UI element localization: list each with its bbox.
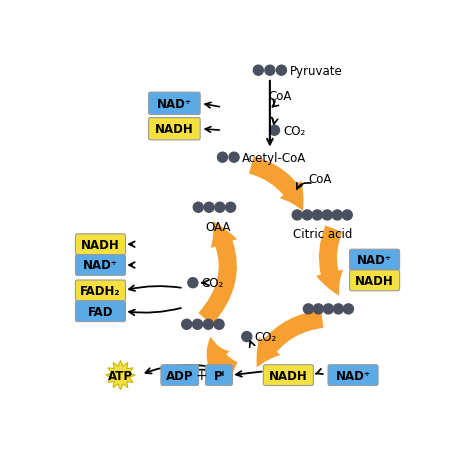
FancyArrowPatch shape: [256, 310, 323, 368]
Text: NAD⁺: NAD⁺: [83, 259, 118, 272]
FancyBboxPatch shape: [75, 234, 126, 255]
Circle shape: [218, 153, 228, 163]
Text: Citric acid: Citric acid: [292, 228, 352, 241]
Circle shape: [276, 66, 286, 76]
Text: FAD: FAD: [88, 305, 113, 318]
Circle shape: [302, 211, 312, 221]
FancyBboxPatch shape: [75, 255, 126, 276]
FancyArrowPatch shape: [316, 226, 343, 296]
Text: CoA: CoA: [268, 90, 292, 103]
Text: NADH: NADH: [155, 123, 194, 136]
FancyArrowPatch shape: [199, 221, 237, 325]
Text: NAD⁺: NAD⁺: [357, 253, 392, 267]
Circle shape: [253, 66, 264, 76]
Text: NADH: NADH: [355, 274, 394, 287]
FancyBboxPatch shape: [161, 365, 199, 386]
Circle shape: [204, 203, 214, 213]
Text: ADP: ADP: [166, 369, 193, 382]
Text: Pyruvate: Pyruvate: [290, 64, 343, 78]
FancyBboxPatch shape: [75, 281, 126, 301]
FancyArrowPatch shape: [207, 337, 237, 379]
Circle shape: [226, 203, 236, 213]
Circle shape: [214, 320, 224, 330]
Text: FADH₂: FADH₂: [80, 284, 121, 297]
Text: +: +: [196, 368, 207, 382]
FancyBboxPatch shape: [328, 365, 378, 386]
FancyBboxPatch shape: [264, 365, 313, 386]
Circle shape: [242, 332, 252, 342]
Circle shape: [332, 211, 342, 221]
Circle shape: [313, 304, 323, 314]
Text: Acetyl-CoA: Acetyl-CoA: [242, 152, 306, 164]
Text: CO₂: CO₂: [201, 276, 224, 290]
Polygon shape: [106, 361, 135, 390]
FancyArrowPatch shape: [249, 157, 303, 212]
Text: NADH: NADH: [269, 369, 308, 382]
Circle shape: [333, 304, 343, 314]
Circle shape: [188, 278, 198, 288]
Circle shape: [292, 211, 302, 221]
Text: CoA: CoA: [309, 173, 332, 186]
Circle shape: [229, 153, 239, 163]
Text: NADH: NADH: [81, 238, 120, 251]
FancyBboxPatch shape: [349, 250, 400, 271]
Text: Pᴵ: Pᴵ: [213, 369, 225, 382]
Circle shape: [322, 211, 332, 221]
Circle shape: [343, 304, 354, 314]
Circle shape: [342, 211, 352, 221]
Circle shape: [192, 320, 202, 330]
Circle shape: [203, 320, 213, 330]
Circle shape: [323, 304, 333, 314]
Text: ATP: ATP: [108, 369, 133, 382]
Text: NAD⁺: NAD⁺: [336, 369, 371, 382]
Circle shape: [182, 320, 191, 330]
Text: CO₂: CO₂: [255, 331, 277, 343]
FancyBboxPatch shape: [206, 365, 233, 386]
Circle shape: [303, 304, 313, 314]
Circle shape: [265, 66, 275, 76]
Circle shape: [215, 203, 225, 213]
Text: CO₂: CO₂: [284, 124, 306, 138]
FancyBboxPatch shape: [75, 301, 126, 322]
FancyBboxPatch shape: [149, 93, 200, 115]
Text: NAD⁺: NAD⁺: [157, 97, 192, 110]
Circle shape: [270, 126, 280, 136]
FancyBboxPatch shape: [349, 271, 400, 291]
Circle shape: [312, 211, 322, 221]
Circle shape: [193, 203, 203, 213]
Text: OAA: OAA: [206, 220, 231, 233]
FancyBboxPatch shape: [149, 118, 200, 141]
